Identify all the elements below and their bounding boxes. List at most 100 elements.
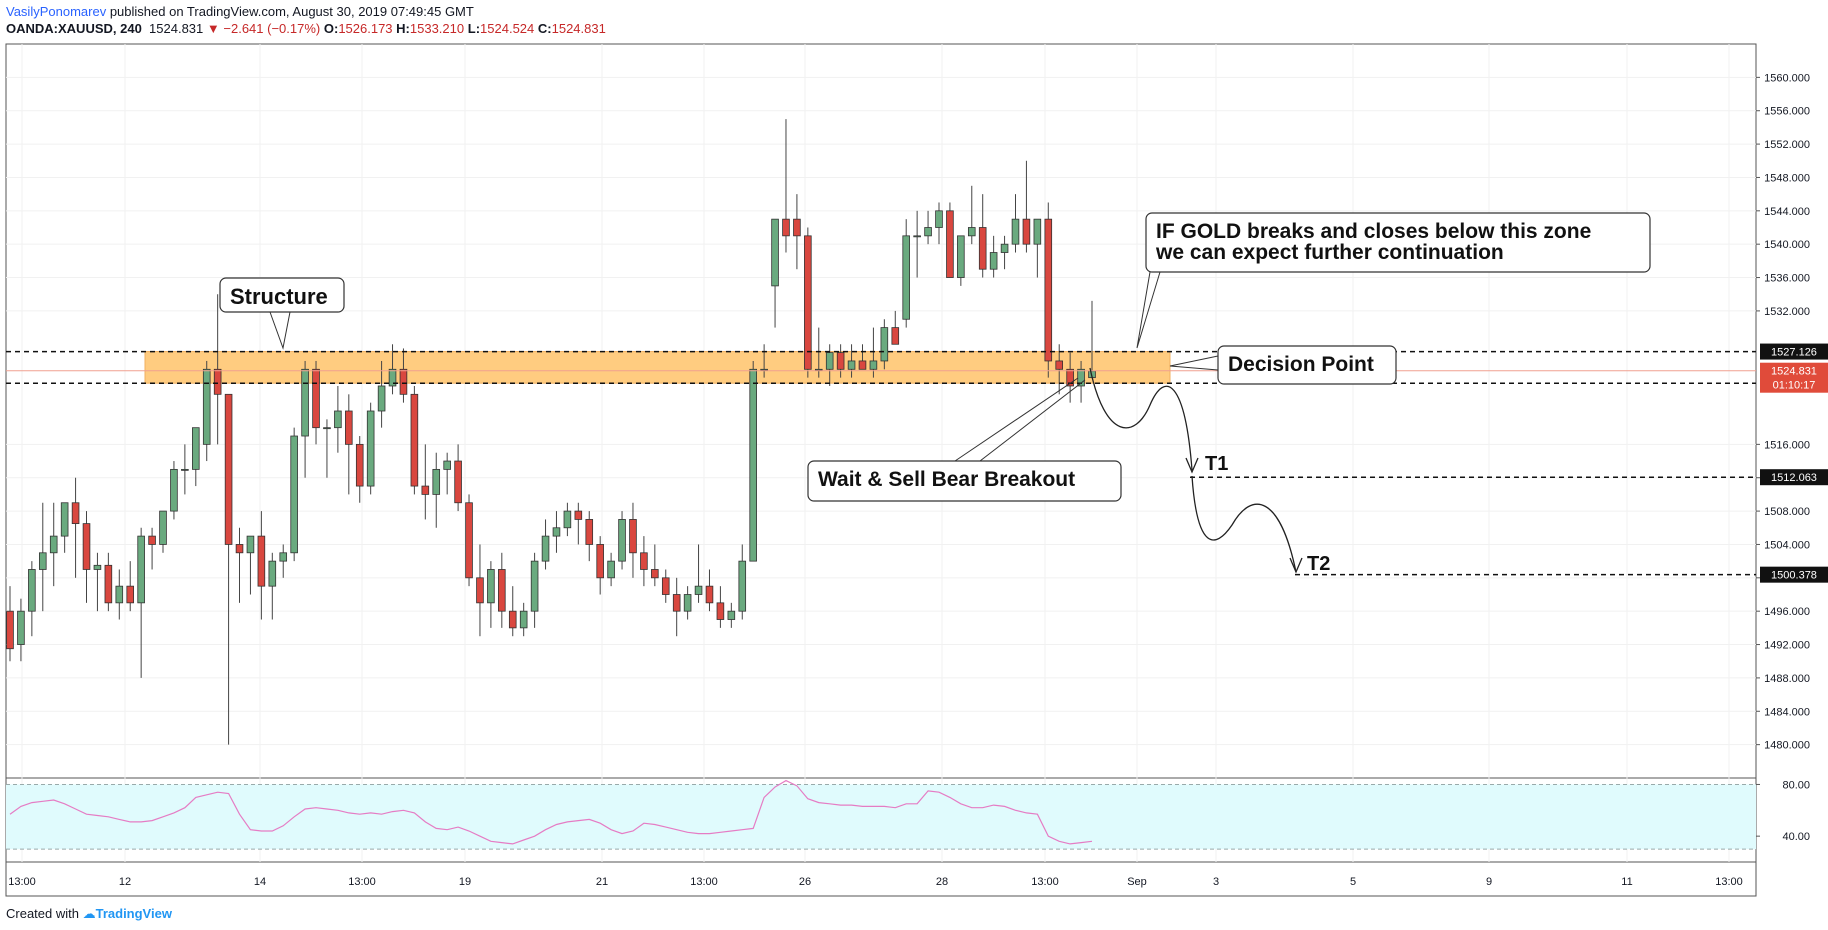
callout-box: [1145, 212, 1651, 273]
last-price: 1524.831: [149, 21, 204, 36]
candle: [148, 527, 156, 570]
candle: [71, 477, 80, 578]
candle: [377, 360, 386, 428]
rsi-band: [6, 784, 1756, 850]
candle: [235, 527, 244, 603]
candle: [683, 586, 692, 620]
candle-body: [388, 368, 397, 387]
candle-body: [596, 544, 604, 579]
candle-body: [716, 602, 725, 620]
time-tick-label: 14: [254, 876, 266, 888]
candle: [607, 552, 615, 587]
candle-body: [93, 564, 102, 570]
candle-body: [814, 368, 823, 371]
price-tick-label: 1492.000: [1764, 640, 1810, 652]
candle-body: [1022, 218, 1031, 245]
last-price-label: 1524.831: [1771, 366, 1817, 378]
candle: [312, 360, 320, 445]
candle: [60, 502, 69, 553]
callout-box: [219, 277, 345, 313]
candle: [902, 219, 910, 328]
author-link[interactable]: VasilyPonomarev: [6, 4, 107, 19]
candle: [661, 569, 670, 603]
candle-body: [312, 368, 320, 429]
level-price-tag: [1760, 566, 1828, 583]
candle-body: [847, 360, 856, 370]
candle: [716, 586, 725, 628]
candle: [1066, 352, 1074, 403]
callout-text: IF GOLD breaks and closes below this zon…: [1156, 220, 1591, 243]
price-tick-label: 1496.000: [1764, 606, 1810, 618]
candle-body: [257, 535, 266, 587]
candle-body: [126, 585, 135, 604]
candle-body: [246, 535, 255, 554]
candle: [49, 502, 58, 587]
candle: [268, 552, 277, 620]
candle: [126, 561, 135, 612]
price-tick-label: 1560.000: [1764, 72, 1810, 84]
decision-point-callout: Decision Point: [1169, 345, 1397, 385]
candle: [672, 577, 681, 637]
candle: [574, 502, 583, 545]
candle-body: [530, 560, 539, 612]
candle-body: [541, 535, 550, 562]
callout-text: Wait & Sell Bear Breakout: [818, 468, 1075, 491]
candle-body: [1033, 218, 1042, 245]
candle: [366, 402, 375, 495]
candle-body: [377, 385, 386, 412]
candle-body: [683, 594, 692, 612]
candle: [793, 194, 801, 270]
candle-body: [104, 564, 113, 604]
candle-body: [760, 368, 768, 371]
candle: [93, 552, 102, 612]
candle-body: [738, 560, 747, 612]
price-tick-label: 1532.000: [1764, 306, 1810, 318]
candle: [355, 436, 364, 503]
candle: [290, 427, 298, 562]
candle-body: [224, 393, 233, 545]
candle: [978, 194, 987, 278]
callout-text: we can expect further continuation: [1155, 241, 1504, 264]
level-price-tag: [1760, 343, 1828, 360]
rsi-tick-label: 40.00: [1782, 831, 1810, 843]
candle: [323, 419, 331, 478]
candle: [181, 444, 189, 495]
time-tick-label: Sep: [1127, 876, 1147, 888]
price-tick-label: 1480.000: [1764, 740, 1810, 752]
candle: [202, 360, 211, 462]
price-tick-label: 1548.000: [1764, 172, 1810, 184]
candle-body: [946, 210, 954, 278]
open-value: 1526.173: [338, 21, 393, 36]
candle-body: [268, 560, 277, 587]
tradingview-brand[interactable]: TradingView: [95, 906, 172, 921]
candle-body: [1000, 243, 1009, 253]
candle-body: [301, 368, 309, 437]
candle-body: [869, 360, 878, 370]
breakout-condition-callout: IF GOLD breaks and closes below this zon…: [1136, 212, 1651, 349]
candle-body: [552, 527, 561, 537]
time-tick-label: 13:00: [1031, 876, 1059, 888]
candle: [924, 210, 932, 245]
candle: [585, 511, 594, 562]
candle: [651, 544, 659, 587]
price-tick-label: 1504.000: [1764, 539, 1810, 551]
time-tick-label: 19: [459, 876, 471, 888]
candle: [847, 344, 856, 378]
candle: [508, 586, 517, 637]
candle-body: [60, 502, 69, 537]
candle: [596, 536, 604, 595]
candle-body: [159, 510, 167, 545]
level-price-label: 1512.063: [1771, 472, 1817, 484]
candle-body: [476, 577, 484, 604]
candle-body: [607, 560, 615, 579]
candle: [804, 227, 812, 378]
candle: [38, 502, 47, 612]
candle-body: [6, 610, 14, 650]
candle: [618, 511, 626, 570]
candle-body: [749, 368, 757, 562]
callout-text: Structure: [230, 284, 328, 309]
price-tick-label: 1552.000: [1764, 139, 1810, 151]
callout-box: [1217, 345, 1397, 385]
candle: [935, 202, 943, 245]
